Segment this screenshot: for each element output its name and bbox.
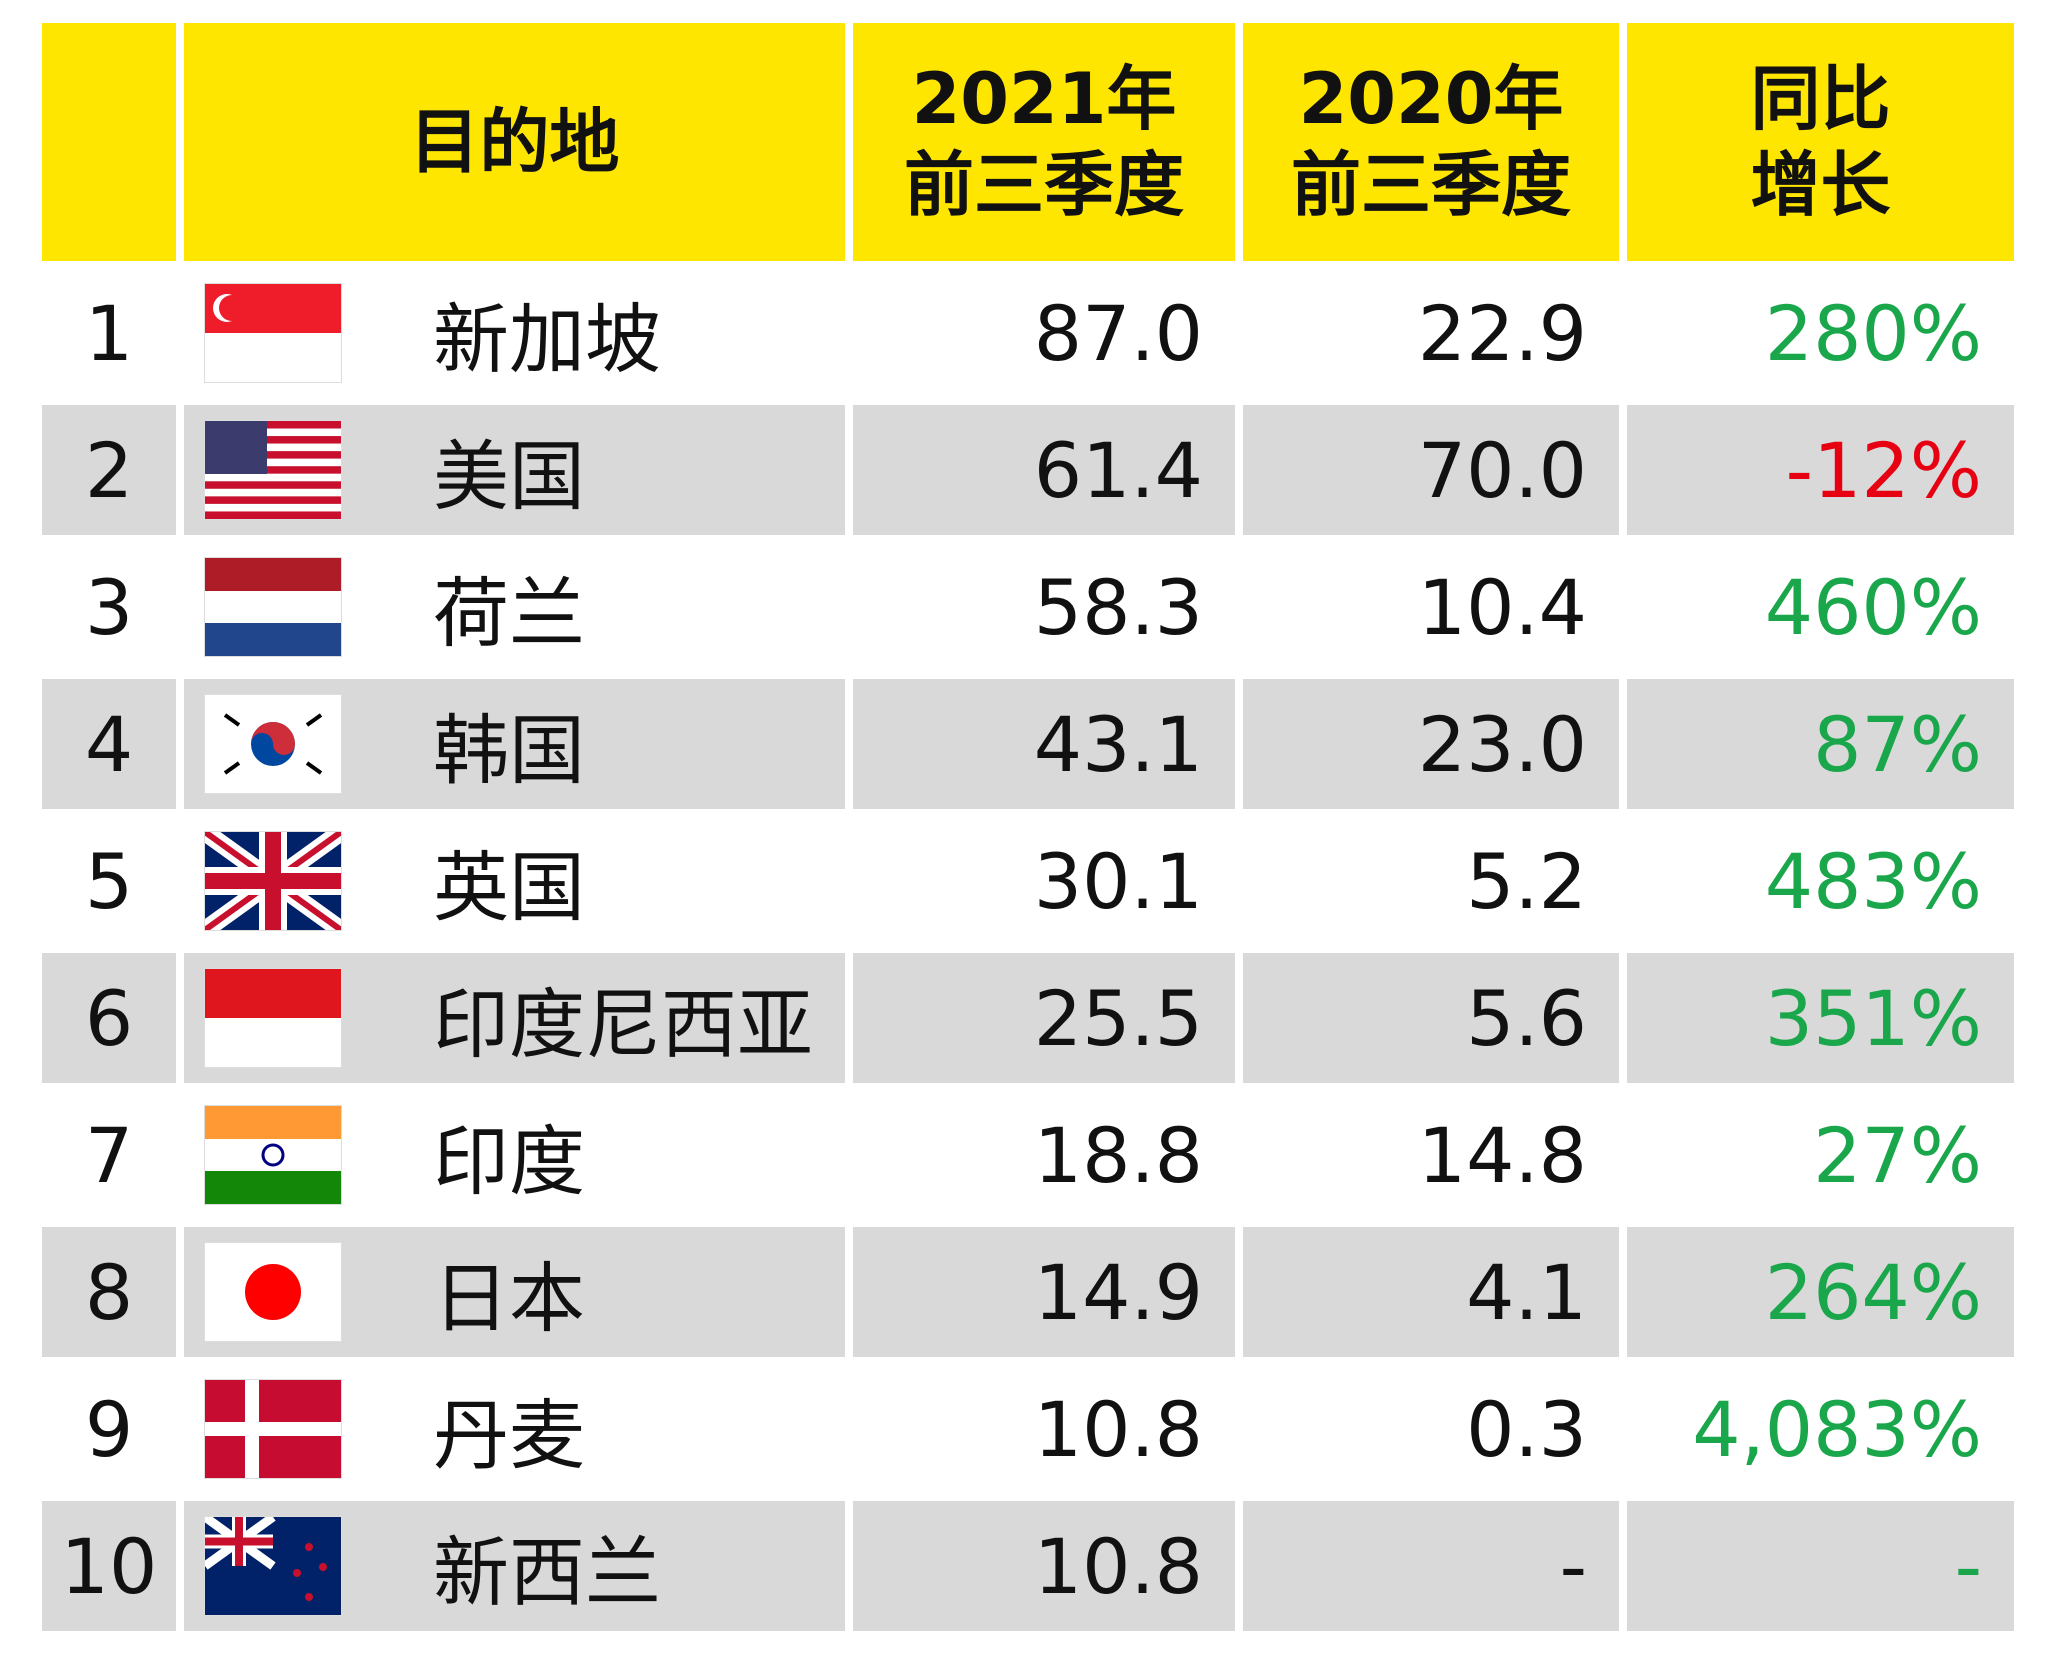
destination-ranking-table: 目的地 2021年 前三季度 2020年 前三季度 同比 增长 1 新加坡 87… [42,23,2014,1631]
singapore-flag-icon [205,284,341,382]
rank-cell: 4 [42,679,176,809]
growth-cell: 460% [1764,562,1982,652]
growth-cell: 280% [1764,288,1982,378]
destination-cell: 新西兰 [184,1501,845,1631]
india-flag-icon [205,1106,341,1204]
destination-cell: 日本 [184,1227,845,1357]
destination-name: 日本 [433,1254,585,1343]
value-2021-cell: 43.1 [853,679,1235,809]
destination-name: 美国 [433,432,585,521]
value-2020-cell: - [1243,1501,1619,1631]
destination-name: 韩国 [433,706,585,795]
value-2021-cell: 58.3 [1033,562,1203,652]
value-2020-cell: 22.9 [1417,288,1587,378]
destination-cell: 荷兰 [184,542,845,672]
denmark-flag-icon [205,1380,341,1478]
value-2021-cell: 30.1 [1033,836,1203,926]
growth-cell: -12% [1627,405,2014,535]
value-2021-cell: 18.8 [1033,1110,1203,1200]
value-2021-cell: 10.8 [1033,1384,1203,1474]
usa-flag-icon [205,421,341,519]
destination-name: 新西兰 [433,1528,661,1617]
value-2020-cell: 5.6 [1243,953,1619,1083]
growth-cell: 4,083% [1692,1384,1982,1474]
value-2021-cell: 25.5 [853,953,1235,1083]
korea-flag-icon [205,695,341,793]
rank-cell: 6 [42,953,176,1083]
growth-cell: 483% [1764,836,1982,926]
value-2021-cell: 14.9 [853,1227,1235,1357]
growth-cell: 264% [1627,1227,2014,1357]
destination-name: 英国 [433,843,585,932]
rank-cell: 7 [84,1110,134,1200]
value-2020-cell: 70.0 [1243,405,1619,535]
destination-cell: 丹麦 [184,1364,845,1494]
rank-cell: 3 [84,562,134,652]
destination-cell: 新加坡 [184,268,845,398]
value-2021-cell: 10.8 [853,1501,1235,1631]
rank-cell: 10 [42,1501,176,1631]
header-rank [42,23,176,261]
value-2020-cell: 5.2 [1466,836,1587,926]
netherlands-flag-icon [205,558,341,656]
destination-cell: 英国 [184,816,845,946]
value-2020-cell: 14.8 [1417,1110,1587,1200]
growth-cell: 351% [1627,953,2014,1083]
value-2020-cell: 10.4 [1417,562,1587,652]
destination-cell: 印度 [184,1090,845,1220]
value-2020-cell: 23.0 [1243,679,1619,809]
rank-cell: 2 [42,405,176,535]
header-2021: 2021年 前三季度 [853,23,1235,261]
rank-cell: 1 [84,288,134,378]
new-zealand-flag-icon [205,1517,341,1615]
destination-cell: 韩国 [184,679,845,809]
destination-cell: 印度尼西亚 [184,953,845,1083]
destination-name: 丹麦 [433,1391,585,1480]
destination-name: 新加坡 [433,295,661,384]
rank-cell: 9 [84,1384,134,1474]
value-2020-cell: 0.3 [1466,1384,1587,1474]
value-2021-cell: 61.4 [853,405,1235,535]
value-2020-cell: 4.1 [1243,1227,1619,1357]
uk-flag-icon [205,832,341,930]
destination-name: 印度尼西亚 [433,980,813,1069]
destination-name: 荷兰 [433,569,585,658]
destination-name: 印度 [433,1117,585,1206]
rank-cell: 8 [42,1227,176,1357]
growth-cell: 87% [1627,679,2014,809]
header-growth: 同比 增长 [1627,23,2014,261]
growth-cell: - [1627,1501,2014,1631]
growth-cell: 27% [1813,1110,1982,1200]
rank-cell: 5 [84,836,134,926]
value-2021-cell: 87.0 [1033,288,1203,378]
indonesia-flag-icon [205,969,341,1067]
destination-cell: 美国 [184,405,845,535]
japan-flag-icon [205,1243,341,1341]
header-destination: 目的地 [184,23,845,261]
header-2020: 2020年 前三季度 [1243,23,1619,261]
